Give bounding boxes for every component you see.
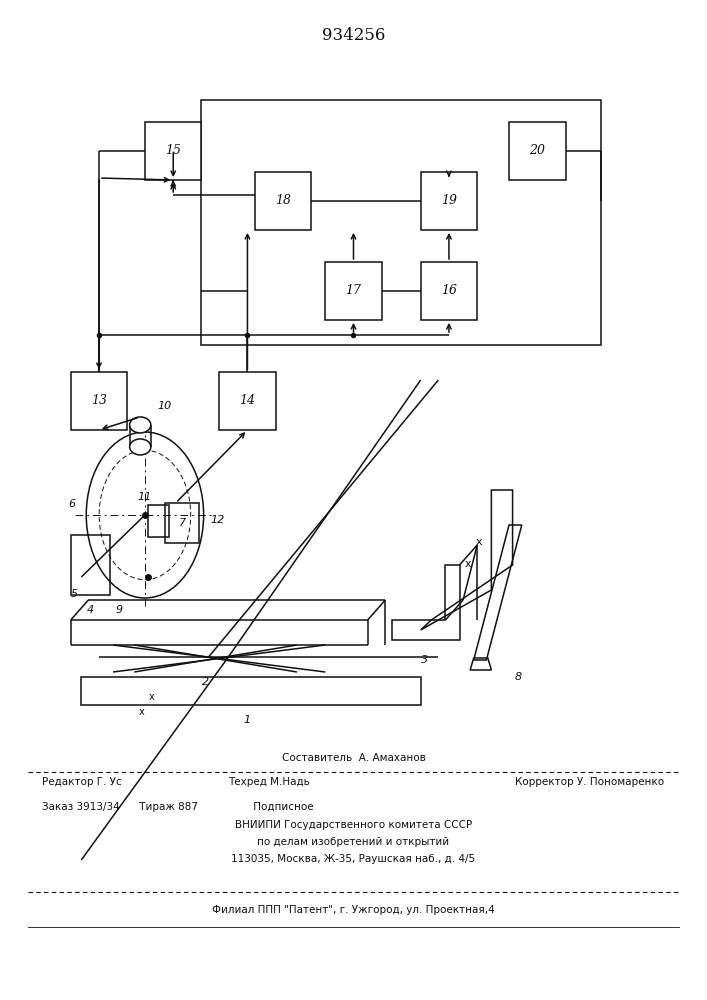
- Bar: [325, 262, 382, 320]
- Text: 7: 7: [179, 518, 186, 528]
- Bar: [201, 100, 601, 345]
- Bar: [421, 262, 477, 320]
- Text: 9: 9: [115, 605, 123, 615]
- Text: 15: 15: [165, 144, 181, 157]
- Text: Филиал ППП "Патент", г. Ужгород, ул. Проектная,4: Филиал ППП "Патент", г. Ужгород, ул. Про…: [212, 905, 495, 915]
- Text: x: x: [464, 559, 472, 569]
- Bar: [255, 172, 311, 230]
- Ellipse shape: [129, 439, 151, 455]
- Bar: [145, 122, 201, 180]
- Text: по делам изобретений и открытий: по делам изобретений и открытий: [257, 837, 450, 847]
- Text: 11: 11: [137, 492, 151, 502]
- Text: x: x: [149, 692, 155, 702]
- Text: 17: 17: [346, 284, 361, 297]
- Text: 14: 14: [240, 394, 255, 408]
- Text: 4: 4: [86, 605, 94, 615]
- Text: x: x: [476, 537, 483, 547]
- Bar: [148, 505, 169, 537]
- Text: 8: 8: [515, 672, 522, 682]
- Text: 1: 1: [244, 715, 251, 725]
- Ellipse shape: [129, 417, 151, 433]
- Text: x: x: [139, 707, 144, 717]
- Text: 3: 3: [421, 655, 428, 665]
- Text: 12: 12: [210, 515, 224, 525]
- Text: 934256: 934256: [322, 26, 385, 43]
- Bar: [219, 372, 276, 430]
- Text: 2: 2: [201, 677, 209, 687]
- Text: ВНИИПИ Государственного комитета СССР: ВНИИПИ Государственного комитета СССР: [235, 820, 472, 830]
- Text: 13: 13: [91, 394, 107, 408]
- Text: 20: 20: [530, 144, 545, 157]
- Text: 10: 10: [158, 401, 173, 411]
- Bar: [165, 503, 199, 543]
- Text: 5: 5: [71, 589, 78, 599]
- Bar: [509, 122, 566, 180]
- Bar: [421, 172, 477, 230]
- Bar: [71, 535, 110, 595]
- Text: Составитель  А. Амаханов: Составитель А. Амаханов: [281, 753, 426, 763]
- Text: Редактор Г. Ус: Редактор Г. Ус: [42, 777, 122, 787]
- Text: Техред М.Надь: Техред М.Надь: [228, 777, 310, 787]
- Text: 6: 6: [69, 499, 76, 509]
- Bar: [71, 372, 127, 430]
- Text: Заказ 3913/34      Тираж 887                 Подписное: Заказ 3913/34 Тираж 887 Подписное: [42, 802, 314, 812]
- Text: Корректор У. Пономаренко: Корректор У. Пономаренко: [515, 777, 665, 787]
- Text: 16: 16: [441, 284, 457, 297]
- Text: 19: 19: [441, 194, 457, 208]
- Text: 113035, Москва, Ж-35, Раушская наб., д. 4/5: 113035, Москва, Ж-35, Раушская наб., д. …: [231, 854, 476, 864]
- Text: 18: 18: [275, 194, 291, 208]
